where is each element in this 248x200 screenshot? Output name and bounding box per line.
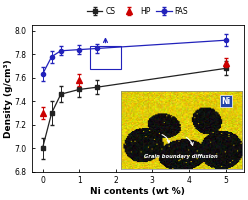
X-axis label: Ni contents (wt %): Ni contents (wt %): [90, 187, 185, 196]
Y-axis label: Density (g/cm³): Density (g/cm³): [4, 59, 13, 138]
Legend: CS, HP, FAS: CS, HP, FAS: [86, 5, 190, 17]
